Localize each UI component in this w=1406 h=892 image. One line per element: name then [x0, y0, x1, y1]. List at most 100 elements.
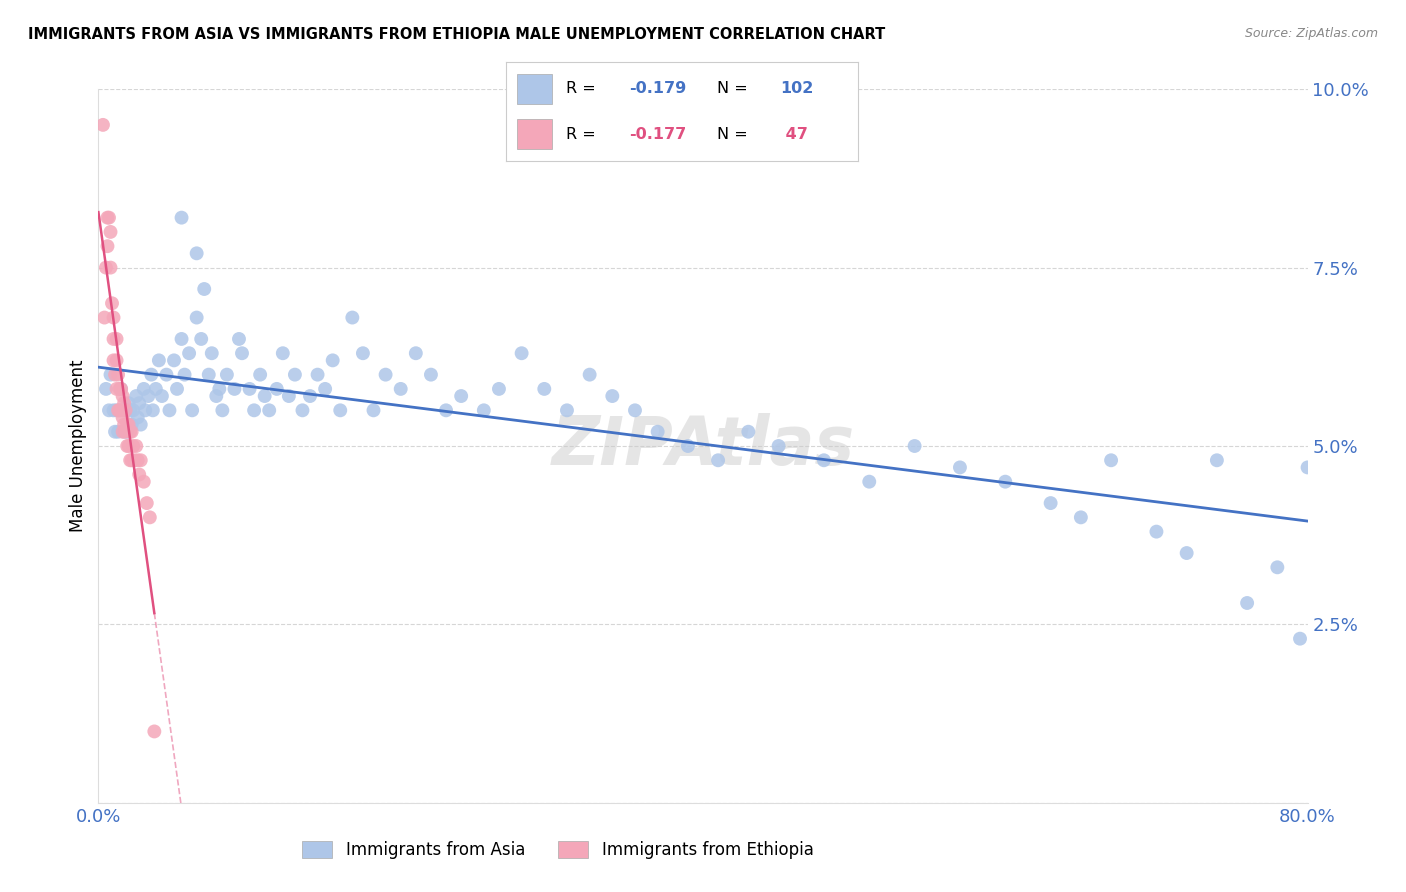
Point [121, 417, 143, 432]
Point [107, 425, 129, 439]
Point [141, 368, 163, 382]
Point [949, 460, 972, 475]
Point [205, 389, 228, 403]
Point [128, 396, 150, 410]
Point [858, 475, 880, 489]
Point [299, 389, 322, 403]
Text: N =: N = [717, 81, 754, 96]
Text: IMMIGRANTS FROM ASIA VS IMMIGRANTS FROM ETHIOPIA MALE UNEMPLOYMENT CORRELATION C: IMMIGRANTS FROM ASIA VS IMMIGRANTS FROM … [28, 27, 886, 42]
Point [118, 396, 141, 410]
Point [197, 368, 219, 382]
Point [170, 211, 193, 225]
Point [105, 382, 128, 396]
Point [108, 382, 131, 396]
Text: Source: ZipAtlas.com: Source: ZipAtlas.com [1244, 27, 1378, 40]
Point [170, 332, 193, 346]
Point [98, 211, 121, 225]
Point [111, 425, 134, 439]
Point [101, 296, 124, 310]
Point [142, 403, 165, 417]
Point [100, 260, 122, 275]
Point [329, 403, 352, 417]
Text: ZIPAtlas: ZIPAtlas [551, 413, 855, 479]
Point [224, 382, 246, 396]
Point [105, 403, 128, 417]
Point [111, 389, 134, 403]
Point [190, 332, 212, 346]
Point [1296, 460, 1319, 475]
Point [215, 368, 238, 382]
Text: R =: R = [565, 81, 600, 96]
Point [277, 389, 299, 403]
Point [112, 396, 135, 410]
Point [103, 403, 125, 417]
Point [148, 353, 170, 368]
Point [284, 368, 307, 382]
Point [155, 368, 177, 382]
Point [1289, 632, 1312, 646]
Point [100, 368, 122, 382]
Point [143, 724, 166, 739]
Point [129, 453, 152, 467]
Point [419, 368, 441, 382]
Point [434, 403, 457, 417]
Point [135, 496, 157, 510]
Point [118, 439, 141, 453]
Point [374, 368, 396, 382]
Point [193, 282, 215, 296]
Point [363, 403, 385, 417]
Point [114, 403, 136, 417]
Bar [517, 74, 551, 103]
Point [228, 332, 250, 346]
Point [166, 382, 188, 396]
Point [578, 368, 600, 382]
Point [115, 417, 138, 432]
Point [93, 310, 115, 325]
Point [1099, 453, 1122, 467]
Point [231, 346, 253, 360]
Point [110, 382, 132, 396]
Point [307, 368, 329, 382]
Point [342, 310, 364, 325]
Point [768, 439, 790, 453]
Point [150, 389, 173, 403]
Point [472, 403, 495, 417]
Point [127, 410, 149, 425]
Point [134, 403, 156, 417]
Point [389, 382, 412, 396]
Point [450, 389, 472, 403]
Point [1236, 596, 1258, 610]
Point [322, 353, 344, 368]
Point [239, 382, 262, 396]
Point [103, 310, 125, 325]
Point [124, 453, 146, 467]
Point [253, 389, 276, 403]
Point [1144, 524, 1167, 539]
Point [994, 475, 1017, 489]
Point [533, 382, 555, 396]
Y-axis label: Male Unemployment: Male Unemployment [69, 359, 87, 533]
Point [103, 332, 125, 346]
Point [104, 425, 127, 439]
Point [91, 118, 114, 132]
Point [208, 382, 231, 396]
Point [488, 382, 510, 396]
Point [132, 475, 155, 489]
Point [1175, 546, 1198, 560]
Point [110, 382, 132, 396]
Point [128, 467, 150, 482]
Point [145, 382, 167, 396]
Point [114, 425, 136, 439]
Point [94, 382, 117, 396]
Point [108, 403, 131, 417]
Point [105, 353, 128, 368]
Point [94, 260, 117, 275]
Point [257, 403, 280, 417]
Point [107, 368, 129, 382]
Point [136, 389, 159, 403]
Point [107, 403, 129, 417]
Point [120, 403, 142, 417]
Point [96, 239, 118, 253]
Point [249, 368, 271, 382]
Point [132, 382, 155, 396]
